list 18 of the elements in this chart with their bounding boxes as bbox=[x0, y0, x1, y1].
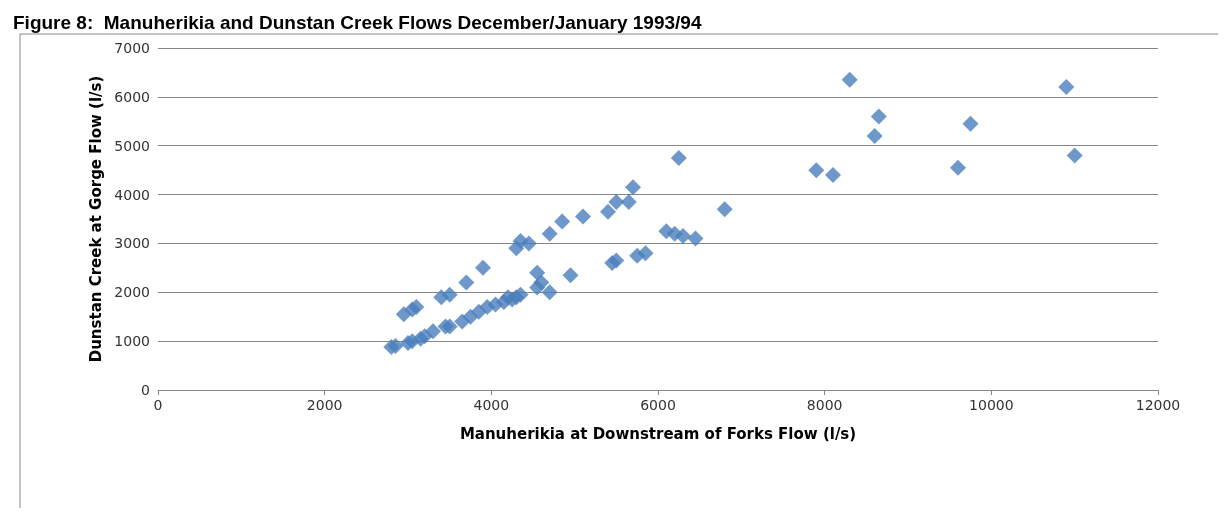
y-tick-label: 6000 bbox=[114, 88, 150, 105]
x-tick-label: 10000 bbox=[969, 397, 1014, 413]
x-tick-label: 0 bbox=[153, 397, 163, 413]
x-tick-label: 2000 bbox=[306, 397, 343, 413]
x-axis-title: Manuherikia at Downstream of Forks Flow (l/s) bbox=[459, 424, 857, 443]
y-tick-label: 5000 bbox=[114, 137, 150, 154]
x-tick-label: 4000 bbox=[473, 397, 510, 413]
x-tick-label: 12000 bbox=[1135, 397, 1181, 413]
y-axis-title: Dunstan Creek at Gorge Flow (l/s) bbox=[86, 75, 105, 363]
y-tick-label: 2000 bbox=[114, 284, 150, 301]
y-tick-label: 1000 bbox=[114, 333, 150, 350]
y-tick-label: 7000 bbox=[114, 40, 150, 56]
x-tick-label: 6000 bbox=[640, 397, 676, 413]
x-tick-label: 8000 bbox=[806, 397, 843, 413]
chart-title: Figure 8: Manuherikia and Dunstan Creek Flows December/January 1993/94 bbox=[13, 12, 702, 33]
y-tick-label: 3000 bbox=[114, 235, 150, 252]
y-tick-label: 4000 bbox=[114, 186, 150, 203]
y-tick-label: 0 bbox=[141, 382, 150, 398]
